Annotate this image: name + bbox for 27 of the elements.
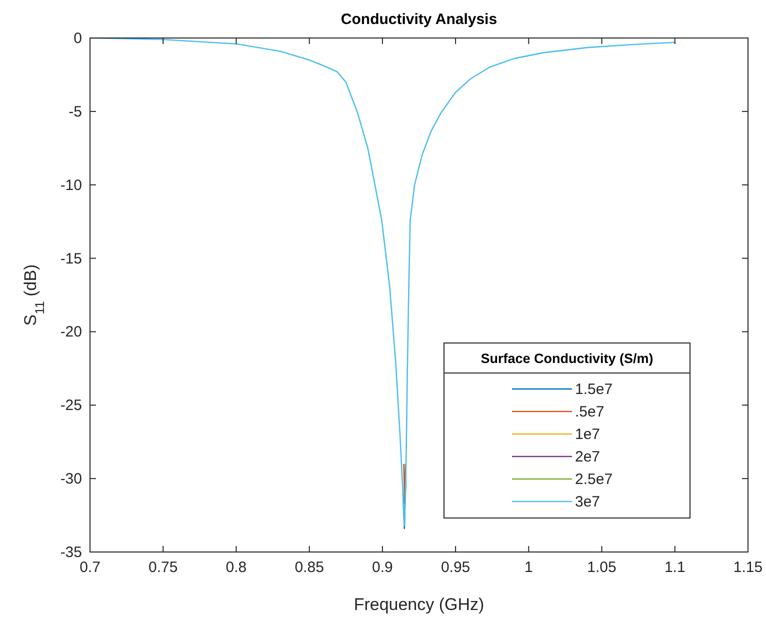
y-tick-label: -20 xyxy=(60,324,82,341)
legend-title: Surface Conductivity (S/m) xyxy=(480,351,654,366)
y-tick-label: -10 xyxy=(60,176,82,194)
legend-label: 1.5e7 xyxy=(575,381,613,398)
y-tick-label: -30 xyxy=(60,470,82,488)
legend-label: 3e7 xyxy=(575,494,600,510)
y-tick-label: -5 xyxy=(68,103,82,120)
chart-title: Conductivity Analysis xyxy=(340,11,498,28)
y-tick-label: 0 xyxy=(74,30,82,47)
legend-label: 2.5e7 xyxy=(575,471,613,488)
legend-label: 2e7 xyxy=(575,448,600,466)
x-tick-label: 1 xyxy=(524,559,533,576)
x-tick-label: 1.15 xyxy=(733,559,763,576)
x-tick-label: 0.7 xyxy=(80,559,100,576)
x-tick-label: 0.95 xyxy=(440,559,470,576)
x-tick-label: 0.75 xyxy=(148,559,178,576)
y-tick-label: -15 xyxy=(60,250,82,268)
x-tick-label: 0.9 xyxy=(372,559,393,576)
x-axis-title: Frequency (GHz) xyxy=(354,595,484,614)
x-tick-label: 1.1 xyxy=(664,559,686,576)
legend-label: 1e7 xyxy=(575,426,600,443)
y-tick-label: -35 xyxy=(60,544,82,561)
legend-label: .5e7 xyxy=(575,404,604,420)
x-tick-label: 0.85 xyxy=(294,559,324,576)
x-tick-label: 0.8 xyxy=(226,559,247,576)
y-tick-label: -25 xyxy=(60,397,82,414)
x-tick-label: 1.05 xyxy=(587,559,616,576)
